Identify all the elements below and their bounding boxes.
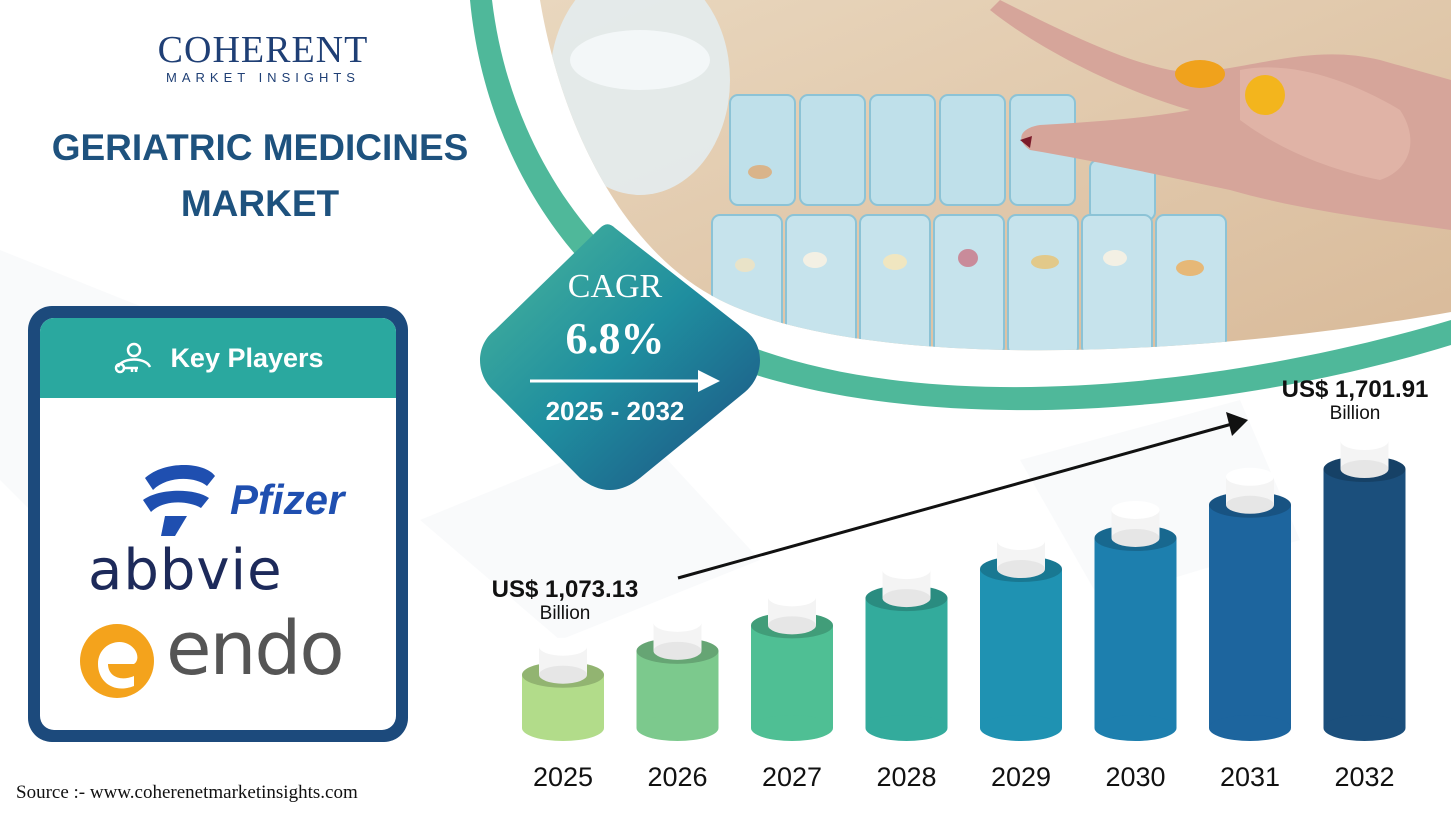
bar-2029 bbox=[980, 532, 1062, 741]
bar-2030 bbox=[1094, 500, 1177, 741]
pill-cap-top bbox=[768, 588, 816, 607]
bar-body bbox=[1094, 537, 1177, 728]
start-unit: Billion bbox=[539, 603, 591, 624]
start-value-annotation: US$ 1,073.13 Billion bbox=[480, 576, 650, 624]
bar-2025 bbox=[522, 637, 604, 741]
bar-2026 bbox=[636, 613, 719, 741]
bar-base bbox=[980, 715, 1062, 741]
pill-cap-bottom bbox=[882, 589, 931, 608]
logo-subtitle: MARKET INSIGHTS bbox=[166, 70, 360, 85]
pill-cap-top bbox=[1111, 500, 1160, 519]
bar-base bbox=[1094, 715, 1177, 741]
key-players-header: Key Players bbox=[40, 318, 396, 398]
pill-cap-bottom bbox=[539, 665, 587, 684]
bar-2032 bbox=[1323, 432, 1406, 741]
bar-base bbox=[751, 715, 833, 741]
source-note: Source :- www.coherenetmarketinsights.co… bbox=[16, 782, 358, 803]
key-players-card: Key Players Pfizer abbvie endo bbox=[28, 306, 408, 742]
x-tick-label: 2027 bbox=[762, 762, 822, 792]
cagr-period: 2025 - 2032 bbox=[545, 396, 685, 426]
pill-cap-top bbox=[997, 532, 1045, 551]
endo-logo-icon bbox=[80, 624, 154, 698]
bar-body bbox=[751, 625, 833, 728]
pill-cap-top bbox=[539, 637, 587, 656]
pill-cap-top bbox=[1340, 432, 1389, 451]
end-unit: Billion bbox=[1329, 403, 1381, 424]
pill-cap-bottom bbox=[1111, 528, 1160, 547]
key-players-panel: Key Players Pfizer abbvie endo bbox=[40, 318, 396, 730]
title-line-2: MARKET bbox=[180, 183, 340, 224]
bar-base bbox=[522, 715, 604, 741]
pfizer-wordmark: Pfizer bbox=[230, 476, 345, 523]
pill-cap-bottom bbox=[653, 641, 702, 660]
x-tick-label: 2032 bbox=[1334, 762, 1394, 792]
handshake-key-icon bbox=[115, 342, 152, 374]
pill-cap-top bbox=[882, 561, 931, 580]
company-logo: COHERENT MARKET INSIGHTS bbox=[138, 30, 388, 85]
bar-body bbox=[865, 598, 948, 728]
cagr-label: CAGR bbox=[567, 268, 663, 305]
cagr-arrow-head bbox=[698, 370, 720, 392]
bar-body bbox=[1209, 504, 1291, 728]
endo-wordmark: endo bbox=[166, 606, 345, 692]
pill-cap-bottom bbox=[1226, 495, 1274, 514]
pill-cap-top bbox=[653, 613, 702, 632]
start-value: US$ 1,073.13 bbox=[491, 576, 639, 603]
bar-body bbox=[1323, 469, 1406, 728]
cagr-badge bbox=[480, 224, 760, 490]
growth-arrow-head bbox=[1226, 412, 1248, 436]
pfizer-logo-icon bbox=[143, 465, 215, 536]
pill-cap-top bbox=[1226, 467, 1274, 486]
pill-cap-bottom bbox=[1340, 460, 1389, 479]
bar-base bbox=[636, 715, 719, 741]
x-tick-label: 2030 bbox=[1105, 762, 1165, 792]
bar-chart: 2025 2026 2027 2028 2029 2030 2031 2032 bbox=[522, 432, 1406, 792]
logo-name: COHERENT bbox=[157, 29, 369, 71]
page-title: GERIATRIC MEDICINES MARKET bbox=[30, 120, 490, 232]
pill-cap-bottom bbox=[997, 560, 1045, 579]
abbvie-wordmark: abbvie bbox=[88, 538, 283, 603]
pill-cap-bottom bbox=[768, 616, 816, 635]
bar-2031 bbox=[1209, 467, 1291, 741]
bar-base bbox=[865, 715, 948, 741]
x-tick-label: 2031 bbox=[1220, 762, 1280, 792]
title-line-1: GERIATRIC MEDICINES bbox=[51, 127, 469, 168]
growth-arrow-line bbox=[677, 422, 1233, 580]
bar-base bbox=[1323, 715, 1406, 741]
photo-frame-arc bbox=[470, 0, 1451, 411]
bar-2028 bbox=[865, 561, 948, 741]
x-tick-label: 2026 bbox=[647, 762, 707, 792]
x-tick-label: 2029 bbox=[991, 762, 1051, 792]
bar-2027 bbox=[751, 588, 833, 741]
end-value-annotation: US$ 1,701.91 Billion bbox=[1270, 376, 1440, 424]
x-tick-label: 2025 bbox=[533, 762, 593, 792]
end-value: US$ 1,701.91 bbox=[1281, 376, 1429, 403]
key-players-heading: Key Players bbox=[170, 342, 324, 373]
bar-body bbox=[980, 569, 1062, 728]
x-tick-label: 2028 bbox=[876, 762, 936, 792]
cagr-value: 6.8% bbox=[565, 314, 665, 363]
bar-base bbox=[1209, 715, 1291, 741]
